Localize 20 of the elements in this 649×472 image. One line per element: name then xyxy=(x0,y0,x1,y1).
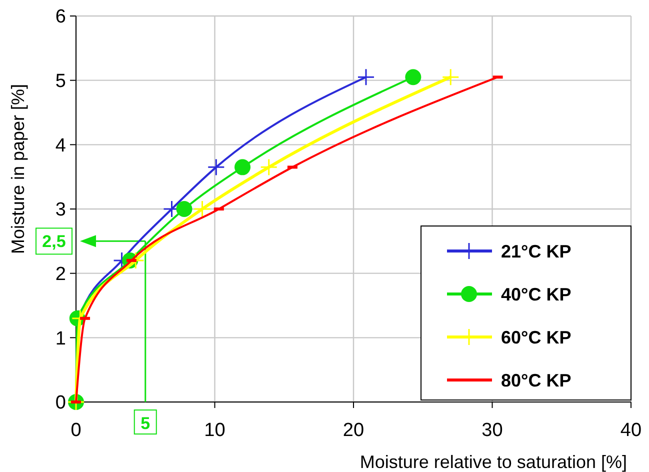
y-tick-label: 2 xyxy=(55,264,66,285)
y-axis-title: Moisture in paper [%] xyxy=(8,84,28,254)
legend-label: 80°C KP xyxy=(501,370,572,390)
x-tick-label: 30 xyxy=(482,420,503,441)
y-tick-label: 3 xyxy=(55,200,66,221)
x-tick-label: 20 xyxy=(342,420,364,441)
y-tick-label: 5 xyxy=(55,70,66,92)
ref-line-label: 2,5 xyxy=(42,232,66,252)
y-tick-label: 0 xyxy=(55,392,66,414)
y-tick-label: 1 xyxy=(55,328,66,350)
x-tick-label: 0 xyxy=(70,420,82,441)
ref-line-label: 5 xyxy=(140,414,150,433)
x-axis-title: Moisture relative to saturation [%] xyxy=(360,452,627,472)
y-tick-label: 4 xyxy=(55,135,66,156)
x-tick-label: 40 xyxy=(620,420,642,441)
legend-label: 40°C KP xyxy=(501,284,572,304)
legend-label: 21°C KP xyxy=(501,241,572,262)
y-tick-label: 6 xyxy=(55,6,66,28)
legend-label: 60°C KP xyxy=(501,327,572,348)
x-tick-label: 10 xyxy=(204,420,226,441)
